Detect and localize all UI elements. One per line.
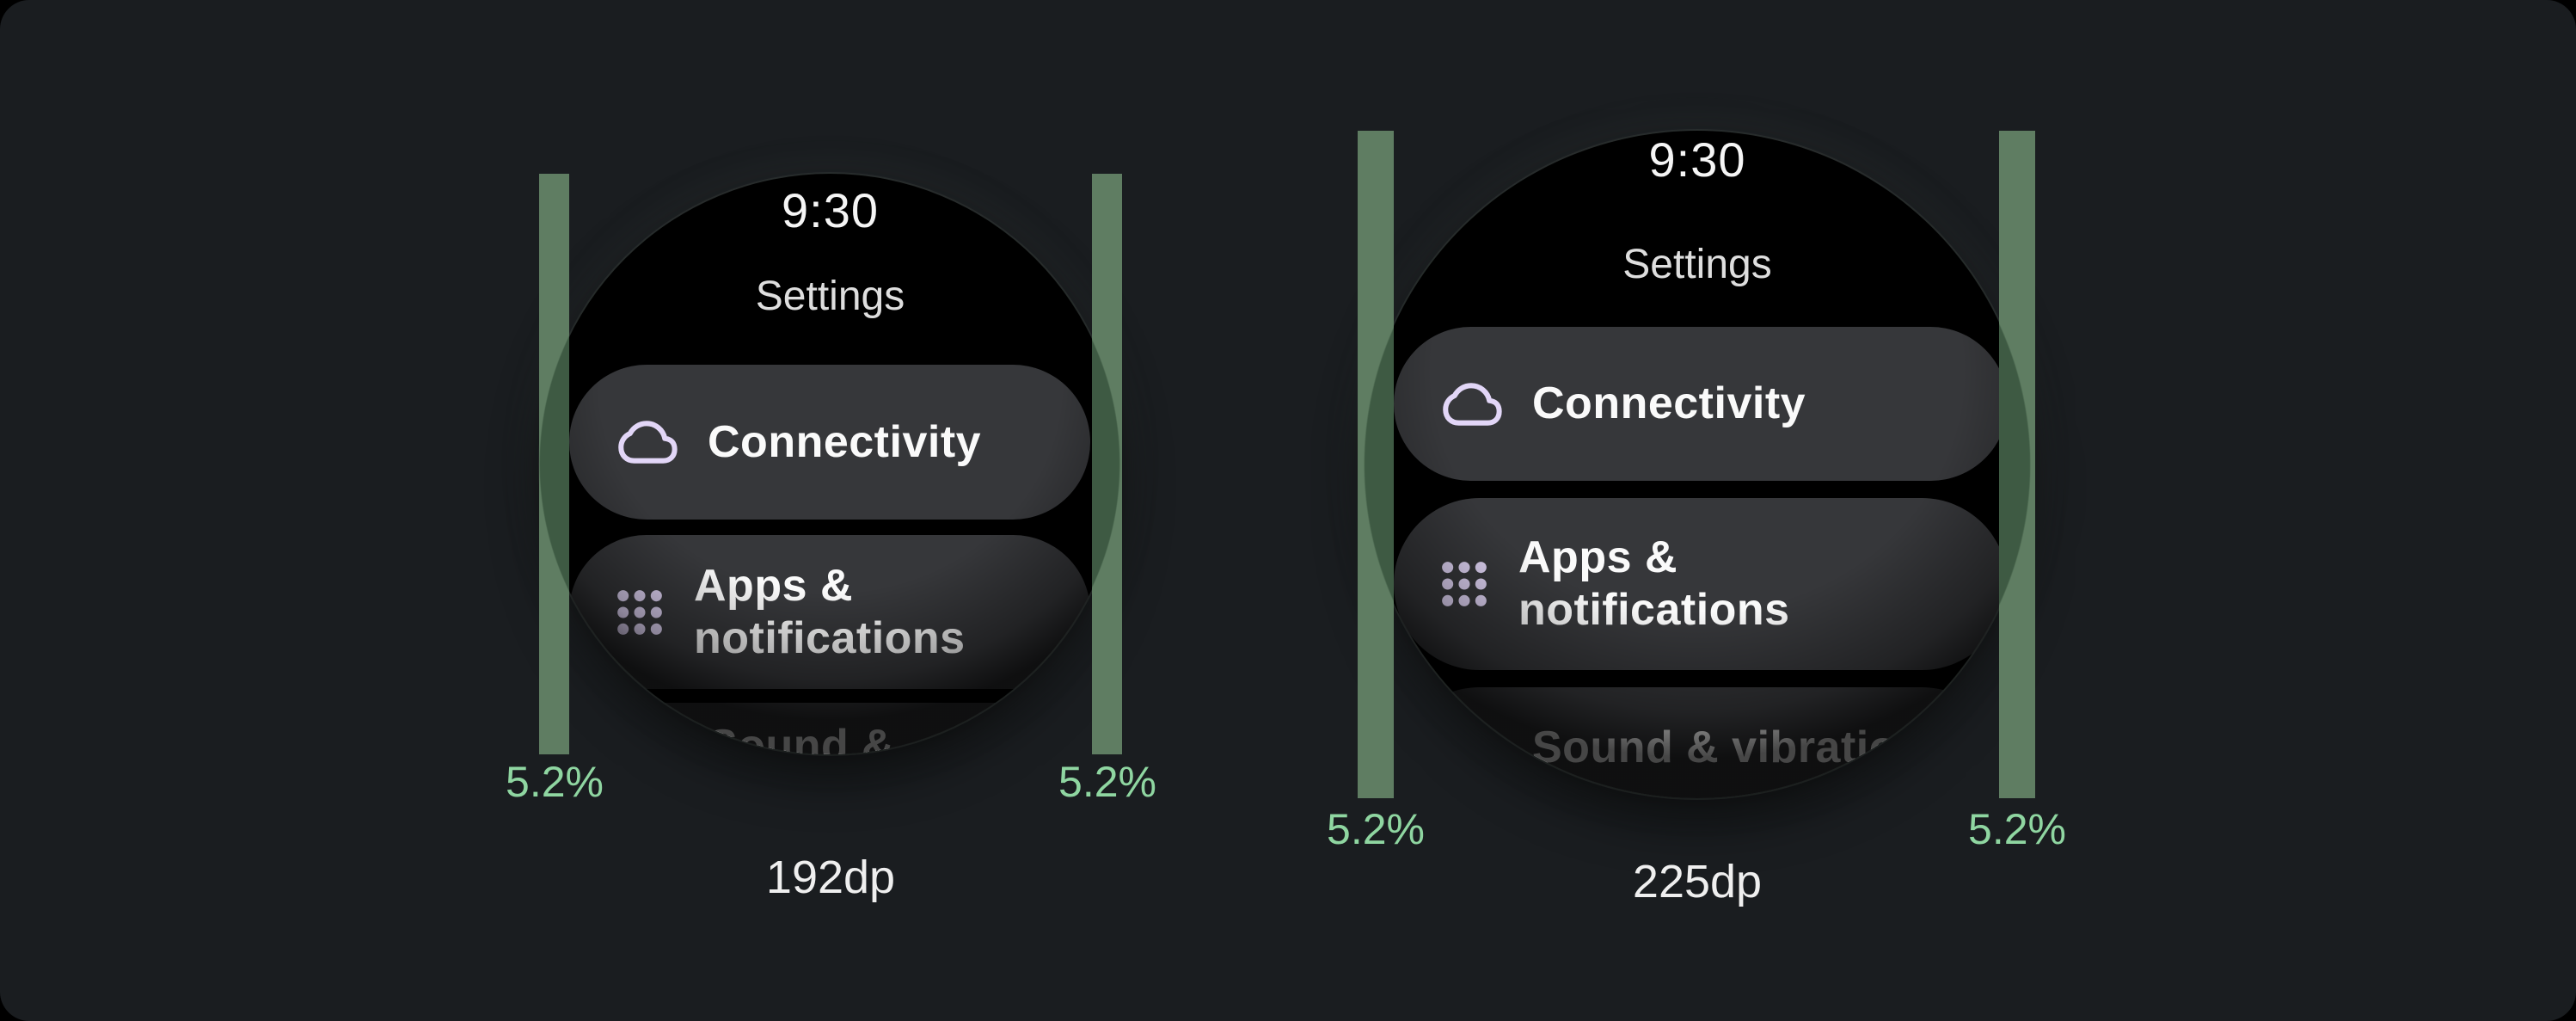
menu-item-label: Apps & notifications bbox=[1518, 532, 1790, 635]
margin-percent-label-left: 5.2% bbox=[506, 758, 604, 806]
margin-bar-right bbox=[1999, 131, 2035, 798]
cloud-icon bbox=[618, 421, 678, 464]
screen-size-label: 225dp bbox=[1632, 856, 1763, 907]
menu-item-sound-vibration[interactable]: Sound & vibration bbox=[1394, 687, 2008, 798]
menu-item-apps-notifications[interactable]: Apps & notifications bbox=[569, 535, 1090, 689]
menu-item-connectivity[interactable]: Connectivity bbox=[1394, 327, 2008, 481]
status-time: 9:30 bbox=[1648, 132, 1746, 187]
margin-percent-label-right: 5.2% bbox=[1058, 758, 1156, 806]
cloud-icon bbox=[1443, 382, 1502, 426]
margin-bar-left bbox=[539, 174, 569, 754]
margin-percent-label-right: 5.2% bbox=[1968, 805, 2066, 853]
watch-screen-192dp: 9:30 Settings Connectivity Apps & notifi… bbox=[540, 174, 1120, 754]
margin-percent-label-left: 5.2% bbox=[1327, 805, 1425, 853]
screen-size-label: 192dp bbox=[765, 852, 896, 903]
menu-item-sound-vibration[interactable]: Sound & vibration bbox=[569, 703, 1090, 754]
menu-item-label: Sound & vibration bbox=[708, 721, 895, 754]
menu-item-label: Apps & notifications bbox=[694, 560, 966, 663]
margin-bar-right bbox=[1092, 174, 1122, 754]
page-title: Settings bbox=[755, 274, 905, 319]
menu-item-connectivity[interactable]: Connectivity bbox=[569, 365, 1090, 520]
watch-screen-225dp: 9:30 Settings Connectivity Apps & notifi… bbox=[1364, 131, 2031, 798]
menu-item-label: Sound & vibration bbox=[1532, 723, 1925, 772]
margin-bar-left bbox=[1358, 131, 1394, 798]
menu-item-label: Connectivity bbox=[708, 416, 982, 467]
status-time: 9:30 bbox=[782, 183, 879, 237]
apps-grid-icon bbox=[1442, 562, 1487, 606]
menu-item-label: Connectivity bbox=[1532, 378, 1806, 428]
apps-grid-icon bbox=[617, 589, 662, 635]
page-title: Settings bbox=[1622, 242, 1772, 287]
menu-item-apps-notifications[interactable]: Apps & notifications bbox=[1394, 498, 2008, 670]
